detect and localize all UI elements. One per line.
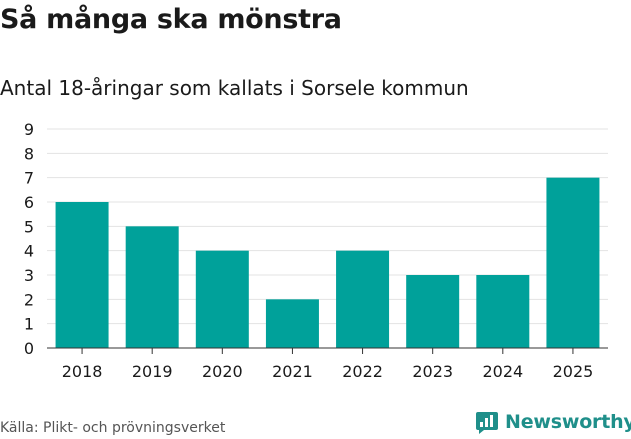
- x-tick-label: 2020: [202, 362, 243, 381]
- bar-2023: [406, 275, 460, 348]
- y-tick-label: 7: [24, 169, 34, 188]
- y-tick-label: 1: [24, 315, 34, 334]
- bar-2022: [336, 250, 390, 348]
- y-tick-label: 6: [24, 193, 34, 212]
- bar-2025: [546, 177, 600, 348]
- brand-name: Newsworthy: [505, 411, 631, 433]
- bar-2021: [265, 299, 319, 348]
- x-tick-label: 2025: [553, 362, 594, 381]
- bar-2019: [125, 226, 179, 348]
- x-tick-label: 2024: [482, 362, 523, 381]
- bar-2018: [55, 202, 109, 348]
- y-tick-label: 5: [24, 217, 34, 236]
- y-tick-label: 3: [24, 266, 34, 285]
- bar-chart: 0 1 2 3 4 5 6 7 8 9 2018 2019 2020 2021 2022 2023 2024 20…: [24, 120, 608, 381]
- x-tick-label: 2023: [412, 362, 453, 381]
- source-note: Källa: Plikt- och prövningsverket: [0, 420, 226, 436]
- x-tick-label: 2021: [272, 362, 313, 381]
- y-tick-label: 8: [24, 144, 34, 163]
- x-tick-label: 2019: [132, 362, 173, 381]
- chart-subtitle: Antal 18-åringar som kallats i Sorsele k…: [0, 76, 469, 100]
- bar-2020: [195, 250, 249, 348]
- chart-title: Så många ska mönstra: [0, 4, 342, 35]
- x-tick-label: 2022: [342, 362, 383, 381]
- newsworthy-icon: [476, 412, 498, 434]
- y-tick-label: 4: [24, 242, 34, 261]
- y-tick-label: 0: [24, 339, 34, 358]
- newsworthy-logo: Newsworthy: [475, 408, 631, 436]
- y-tick-label: 2: [24, 290, 34, 309]
- y-tick-label: 9: [24, 120, 34, 139]
- x-tick-label: 2018: [62, 362, 103, 381]
- bar-2024: [476, 275, 530, 348]
